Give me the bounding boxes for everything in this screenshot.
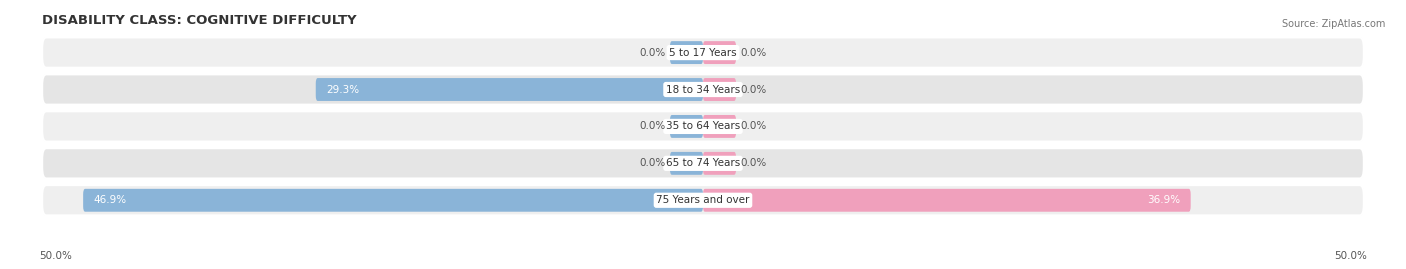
FancyBboxPatch shape xyxy=(42,74,1364,105)
Text: 65 to 74 Years: 65 to 74 Years xyxy=(666,158,740,168)
Text: 0.0%: 0.0% xyxy=(740,48,766,58)
FancyBboxPatch shape xyxy=(703,152,737,175)
Text: 0.0%: 0.0% xyxy=(740,158,766,168)
Text: 35 to 64 Years: 35 to 64 Years xyxy=(666,121,740,132)
FancyBboxPatch shape xyxy=(42,185,1364,215)
FancyBboxPatch shape xyxy=(669,152,703,175)
FancyBboxPatch shape xyxy=(703,189,1191,212)
Text: 0.0%: 0.0% xyxy=(640,121,666,132)
FancyBboxPatch shape xyxy=(42,111,1364,141)
Text: 46.9%: 46.9% xyxy=(94,195,127,205)
Text: 75 Years and over: 75 Years and over xyxy=(657,195,749,205)
Text: 5 to 17 Years: 5 to 17 Years xyxy=(669,48,737,58)
Text: 50.0%: 50.0% xyxy=(39,251,72,261)
FancyBboxPatch shape xyxy=(42,148,1364,179)
Text: 0.0%: 0.0% xyxy=(740,121,766,132)
Text: Source: ZipAtlas.com: Source: ZipAtlas.com xyxy=(1281,19,1385,29)
FancyBboxPatch shape xyxy=(703,115,737,138)
Text: 18 to 34 Years: 18 to 34 Years xyxy=(666,84,740,94)
FancyBboxPatch shape xyxy=(42,37,1364,68)
Text: 50.0%: 50.0% xyxy=(1334,251,1367,261)
Text: 0.0%: 0.0% xyxy=(640,48,666,58)
Text: 0.0%: 0.0% xyxy=(640,158,666,168)
Text: 29.3%: 29.3% xyxy=(326,84,360,94)
Text: 0.0%: 0.0% xyxy=(740,84,766,94)
FancyBboxPatch shape xyxy=(669,115,703,138)
FancyBboxPatch shape xyxy=(316,78,703,101)
Text: 36.9%: 36.9% xyxy=(1147,195,1180,205)
FancyBboxPatch shape xyxy=(703,78,737,101)
Text: DISABILITY CLASS: COGNITIVE DIFFICULTY: DISABILITY CLASS: COGNITIVE DIFFICULTY xyxy=(42,14,357,27)
FancyBboxPatch shape xyxy=(669,41,703,64)
FancyBboxPatch shape xyxy=(83,189,703,212)
FancyBboxPatch shape xyxy=(703,41,737,64)
